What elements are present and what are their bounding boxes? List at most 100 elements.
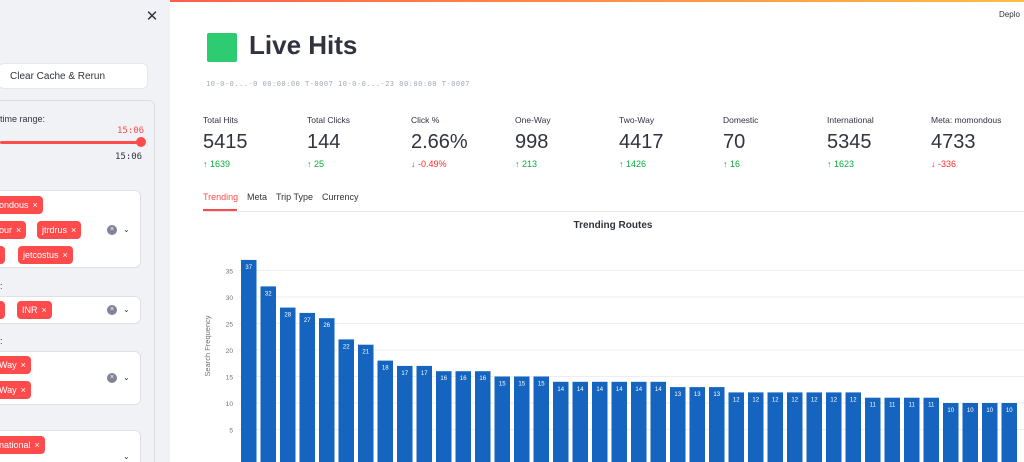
metric-card: One-Way 998 ↑ 213	[515, 115, 615, 169]
chart-bar	[650, 381, 666, 462]
time-range-slider-track[interactable]	[0, 141, 141, 144]
metric-delta: ↑ 1623	[827, 159, 855, 169]
bar-value-label: 10	[1006, 408, 1013, 414]
chart-bar	[865, 397, 881, 462]
chart-bar	[962, 403, 978, 462]
chart-bar	[904, 397, 920, 462]
bar-value-label: 16	[440, 376, 447, 382]
bar-value-label: 14	[635, 387, 642, 393]
chart-title: Trending Routes	[574, 220, 653, 231]
chart-bar	[728, 392, 744, 462]
tab-trip-type[interactable]: Trip Type	[276, 192, 314, 202]
bar-value-label: 21	[362, 350, 369, 356]
filter-chip[interactable]: ×	[0, 301, 6, 319]
chip-remove-icon[interactable]: ×	[20, 360, 26, 370]
filter-chip[interactable]: jtrdrus ×	[37, 221, 82, 239]
chip-remove-icon[interactable]: ×	[16, 225, 22, 235]
chevron-down-icon[interactable]: ⌄	[123, 452, 130, 461]
close-icon[interactable]: ✕	[145, 8, 159, 25]
filter-chip[interactable]: our ×	[0, 221, 27, 239]
slider-max-value: 15:06	[115, 152, 143, 162]
top-decoration-bar	[0, 0, 1024, 2]
bar-value-label: 15	[518, 382, 525, 388]
chart-bar	[553, 381, 569, 462]
tab-trending[interactable]: Trending	[203, 192, 239, 202]
bar-value-label: 37	[245, 265, 252, 271]
filter-chip[interactable]: jetcostus ×	[18, 246, 73, 264]
bar-value-label: 12	[811, 397, 818, 403]
chart-bar	[241, 259, 257, 462]
filter-chip[interactable]: ×	[0, 246, 6, 264]
chart-bar	[787, 392, 803, 462]
y-tick-label: 25	[226, 322, 234, 329]
metric-card: Total Hits 5415 ↑ 1639	[203, 115, 303, 169]
metric-card: Two-Way 4417 ↑ 1426	[619, 115, 719, 169]
chip-remove-icon[interactable]: ×	[32, 200, 38, 210]
bar-value-label: 15	[499, 382, 506, 388]
filter-label: :	[0, 281, 3, 291]
bar-value-label: 27	[304, 318, 311, 324]
bar-value-label: 10	[986, 408, 993, 414]
chart-bar	[260, 286, 276, 462]
y-tick-label: 35	[226, 269, 234, 276]
filter-chip[interactable]: Way ×	[0, 356, 31, 374]
tab-currency[interactable]: Currency	[322, 192, 359, 202]
metric-value: 4733	[931, 131, 976, 153]
bar-value-label: 12	[752, 397, 759, 403]
chart-bar	[806, 392, 822, 462]
deploy-button[interactable]: Deplo	[999, 10, 1020, 19]
filter-chip[interactable]: national ×	[0, 436, 45, 454]
bar-value-label: 12	[791, 397, 798, 403]
metric-value: 5345	[827, 131, 872, 153]
clear-all-icon[interactable]: ×	[107, 373, 117, 383]
metric-card: Total Clicks 144 ↑ 25	[307, 115, 407, 169]
chart-bar	[397, 365, 413, 462]
clear-cache-button[interactable]: Clear Cache & Rerun	[0, 63, 148, 89]
metric-card: Domestic 70 ↑ 16	[723, 115, 823, 169]
chip-remove-icon[interactable]: ×	[34, 440, 40, 450]
bar-value-label: 14	[616, 387, 623, 393]
bar-value-label: 16	[479, 376, 486, 382]
chart-bar	[709, 387, 725, 462]
bar-value-label: 14	[557, 387, 564, 393]
bar-value-label: 16	[460, 376, 467, 382]
chart-bar	[514, 376, 530, 462]
slider-value: 15:06	[117, 126, 145, 136]
bar-value-label: 11	[889, 403, 896, 409]
chip-remove-icon[interactable]: ×	[20, 385, 26, 395]
clear-all-icon[interactable]: ×	[107, 305, 117, 315]
chip-remove-icon[interactable]: ×	[41, 305, 47, 315]
time-range-slider-thumb[interactable]	[136, 137, 146, 147]
bar-value-label: 17	[401, 371, 408, 377]
tab-meta[interactable]: Meta	[247, 192, 268, 202]
metric-delta: ↑ 213	[515, 159, 538, 169]
chart-bar	[572, 381, 588, 462]
chevron-down-icon[interactable]: ⌄	[123, 305, 130, 314]
filter-chip[interactable]: ondous ×	[0, 196, 43, 214]
filter-chip[interactable]: INR ×	[17, 301, 52, 319]
metric-value: 2.66%	[411, 131, 468, 153]
chevron-down-icon[interactable]: ⌄	[123, 373, 130, 382]
bar-value-label: 13	[713, 392, 720, 398]
chart-bar	[338, 339, 354, 462]
chart-bar	[494, 376, 510, 462]
chart-bar	[748, 392, 764, 462]
time-range-label: time range:	[0, 114, 46, 124]
clear-all-icon[interactable]: ×	[107, 225, 117, 235]
chip-remove-icon[interactable]: ×	[71, 225, 77, 235]
date-range-subtitle: 10-0-0...-0 00:00:00 T-0007 10-0-0...-23…	[206, 80, 471, 88]
chip-remove-icon[interactable]: ×	[62, 250, 68, 260]
y-tick-label: 5	[229, 428, 233, 435]
bar-value-label: 26	[323, 323, 330, 329]
chart-bar	[982, 403, 998, 462]
filter-chip[interactable]: Way ×	[0, 381, 31, 399]
metric-delta: ↑ 1426	[619, 159, 647, 169]
green-square-icon	[207, 33, 237, 62]
bar-value-label: 14	[596, 387, 603, 393]
arrow-down-icon: ↓	[411, 159, 419, 169]
chart-bar	[319, 318, 335, 462]
chevron-down-icon[interactable]: ⌄	[123, 225, 130, 234]
bar-value-label: 18	[382, 366, 389, 372]
bar-value-label: 11	[909, 403, 916, 409]
bar-value-label: 22	[343, 344, 350, 350]
